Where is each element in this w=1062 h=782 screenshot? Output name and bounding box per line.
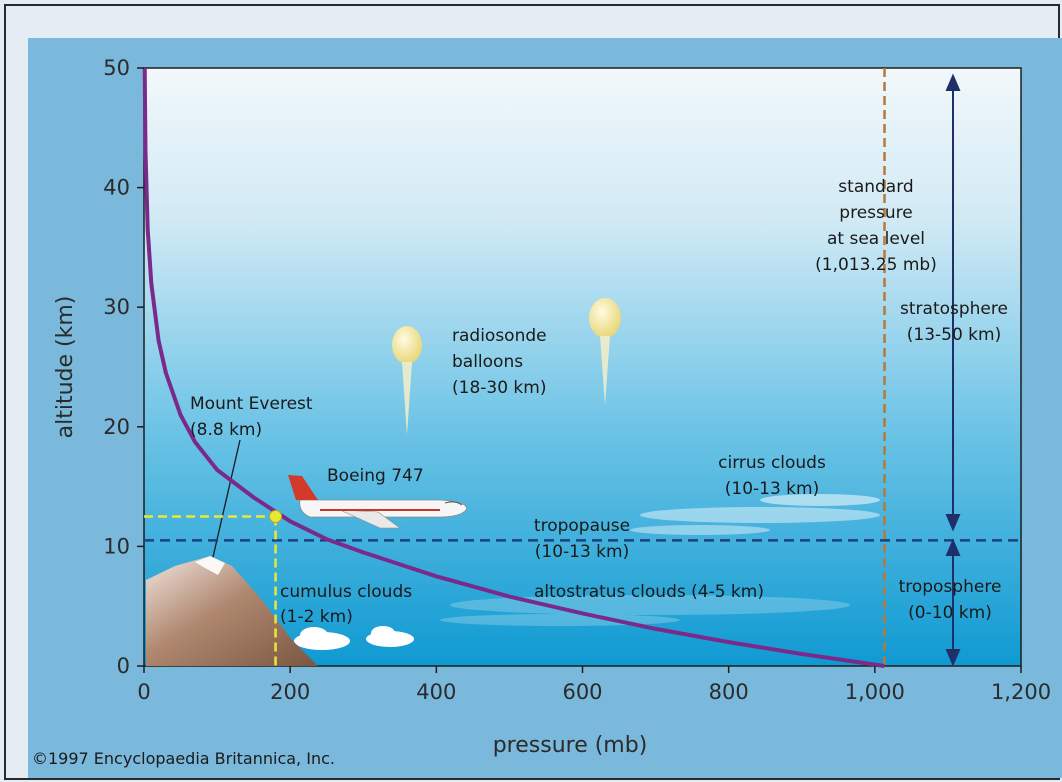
copyright-notice: ©1997 Encyclopaedia Britannica, Inc. (32, 749, 335, 768)
radiosonde-label-line-2: balloons (452, 352, 523, 372)
everest-label-line-2: (8.8 km) (190, 420, 262, 440)
y-tick-label: 0 (117, 654, 130, 678)
y-tick-label: 30 (103, 295, 130, 319)
standard-pressure-line-3: at sea level (827, 229, 925, 249)
standard-pressure-line-1: standard (838, 177, 913, 197)
troposphere-label-line-2: (0-10 km) (908, 603, 992, 623)
cirrus-label: cirrus clouds (10-13 km) (718, 453, 826, 499)
cumulus-label: cumulus clouds (1-2 km) (280, 582, 412, 627)
y-tick-label: 40 (103, 176, 130, 200)
standard-pressure-line-2: pressure (839, 203, 912, 223)
y-tick-label: 10 (103, 534, 130, 558)
standard-pressure-line-4: (1,013.25 mb) (815, 255, 937, 275)
everest-label: Mount Everest (8.8 km) (190, 394, 313, 440)
x-tick-label: 800 (709, 680, 749, 704)
balloon-illustration-2 (589, 298, 621, 405)
stratosphere-label-line-1: stratosphere (900, 299, 1008, 319)
y-tick-label: 20 (103, 415, 130, 439)
tropopause-label: tropopause (10-13 km) (534, 516, 630, 562)
balloon-illustration-1 (392, 326, 422, 435)
cumulus-label-line-1: cumulus clouds (280, 582, 412, 602)
reference-lines (144, 68, 1021, 666)
highlight-point (269, 510, 283, 523)
x-tick-label: 0 (137, 680, 150, 704)
radiosonde-label: radiosonde balloons (18-30 km) (452, 326, 547, 398)
standard-pressure-label: standard pressure at sea level (1,013.25… (815, 177, 937, 275)
x-tick-label: 600 (562, 680, 602, 704)
plot-area (143, 67, 1022, 667)
x-tick-label: 400 (416, 680, 456, 704)
stratosphere-arrow (945, 73, 961, 532)
cirrus-label-line-2: (10-13 km) (725, 479, 819, 499)
y-axis: 0 10 20 30 40 50 (103, 56, 144, 678)
stratosphere-label-line-2: (13-50 km) (907, 325, 1001, 345)
cirrus-clouds-illustration (630, 494, 880, 535)
cumulus-clouds-illustration (294, 626, 414, 650)
y-axis-title: altitude (km) (53, 296, 78, 439)
cumulus-label-line-2: (1-2 km) (280, 607, 353, 627)
radiosonde-label-line-1: radiosonde (452, 326, 547, 346)
troposphere-arrow (945, 538, 961, 667)
series-layer (142, 67, 885, 668)
stratosphere-label: stratosphere (13-50 km) (900, 299, 1008, 345)
x-axis: 0 200 400 600 800 1,000 1,200 (137, 666, 1051, 704)
everest-label-line-1: Mount Everest (190, 394, 313, 414)
troposphere-label-line-1: troposphere (899, 577, 1002, 597)
tropopause-label-line-1: tropopause (534, 516, 630, 536)
y-tick-label: 50 (103, 56, 130, 80)
boeing-label: Boeing 747 (327, 466, 424, 486)
altostratus-label: altostratus clouds (4-5 km) (534, 582, 764, 602)
boeing-747-illustration (288, 475, 467, 529)
troposphere-label: troposphere (0-10 km) (899, 577, 1002, 623)
mount-everest-illustration (146, 439, 318, 666)
tropopause-label-line-2: (10-13 km) (535, 542, 629, 562)
x-axis-title: pressure (mb) (493, 733, 648, 758)
radiosonde-label-line-3: (18-30 km) (452, 378, 546, 398)
x-tick-label: 200 (270, 680, 310, 704)
cirrus-label-line-1: cirrus clouds (718, 453, 826, 473)
x-tick-label: 1,200 (991, 680, 1051, 704)
x-tick-label: 1,000 (845, 680, 905, 704)
pressure-altitude-curve (142, 67, 885, 668)
